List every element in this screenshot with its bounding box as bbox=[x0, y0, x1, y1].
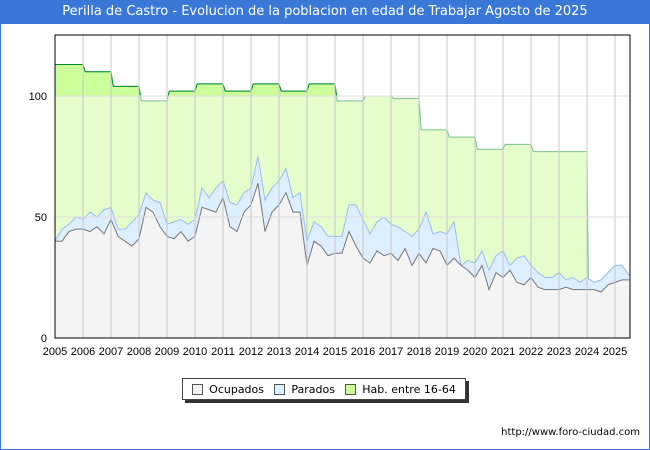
legend-label: Parados bbox=[291, 382, 335, 396]
x-tick-label: 2014 bbox=[295, 346, 319, 358]
y-tick-label: 100 bbox=[29, 91, 47, 103]
legend-swatch-parados bbox=[274, 383, 286, 395]
x-tick-label: 2005 bbox=[43, 346, 67, 358]
x-tick-label: 2010 bbox=[183, 346, 207, 358]
x-tick-label: 2016 bbox=[351, 346, 375, 358]
parados-line bbox=[54, 156, 630, 283]
x-tick-label: 2017 bbox=[379, 346, 403, 358]
x-tick-label: 2022 bbox=[519, 346, 543, 358]
chart-title: Perilla de Castro - Evolucion de la pobl… bbox=[0, 0, 650, 24]
legend-label: Ocupados bbox=[209, 382, 265, 396]
x-tick-label: 2024 bbox=[575, 346, 599, 358]
ocupados-area bbox=[55, 183, 629, 338]
x-tick-label: 2009 bbox=[155, 346, 179, 358]
legend-label: Hab. entre 16-64 bbox=[362, 382, 456, 396]
legend-swatch-hab bbox=[345, 383, 357, 395]
y-tick-label: 50 bbox=[35, 212, 47, 224]
plot-border bbox=[54, 34, 631, 339]
legend-ocupados: Ocupados bbox=[192, 383, 264, 396]
y-tick-label: 0 bbox=[41, 333, 47, 345]
x-tick-label: 2011 bbox=[211, 346, 235, 358]
x-tick-label: 2018 bbox=[407, 346, 431, 358]
ocupados-line bbox=[55, 182, 629, 293]
x-tick-label: 2023 bbox=[547, 346, 571, 358]
legend-swatch-ocupados bbox=[192, 383, 204, 395]
legend-parados: Parados bbox=[274, 383, 335, 396]
legend: Ocupados Parados Hab. entre 16-64 bbox=[182, 378, 466, 400]
x-tick-label: 2006 bbox=[71, 346, 95, 358]
x-tick-label: 2025 bbox=[603, 346, 627, 358]
legend-hab: Hab. entre 16-64 bbox=[345, 383, 456, 396]
x-tick-label: 2015 bbox=[323, 346, 347, 358]
x-tick-label: 2020 bbox=[463, 346, 487, 358]
x-tick-label: 2013 bbox=[267, 346, 291, 358]
x-tick-label: 2008 bbox=[127, 346, 151, 358]
source-url[interactable]: http://www.foro-ciudad.com bbox=[501, 427, 640, 438]
x-tick-label: 2012 bbox=[239, 346, 263, 358]
x-tick-label: 2019 bbox=[435, 346, 459, 358]
x-tick-label: 2007 bbox=[99, 346, 123, 358]
x-tick-label: 2021 bbox=[491, 346, 515, 358]
